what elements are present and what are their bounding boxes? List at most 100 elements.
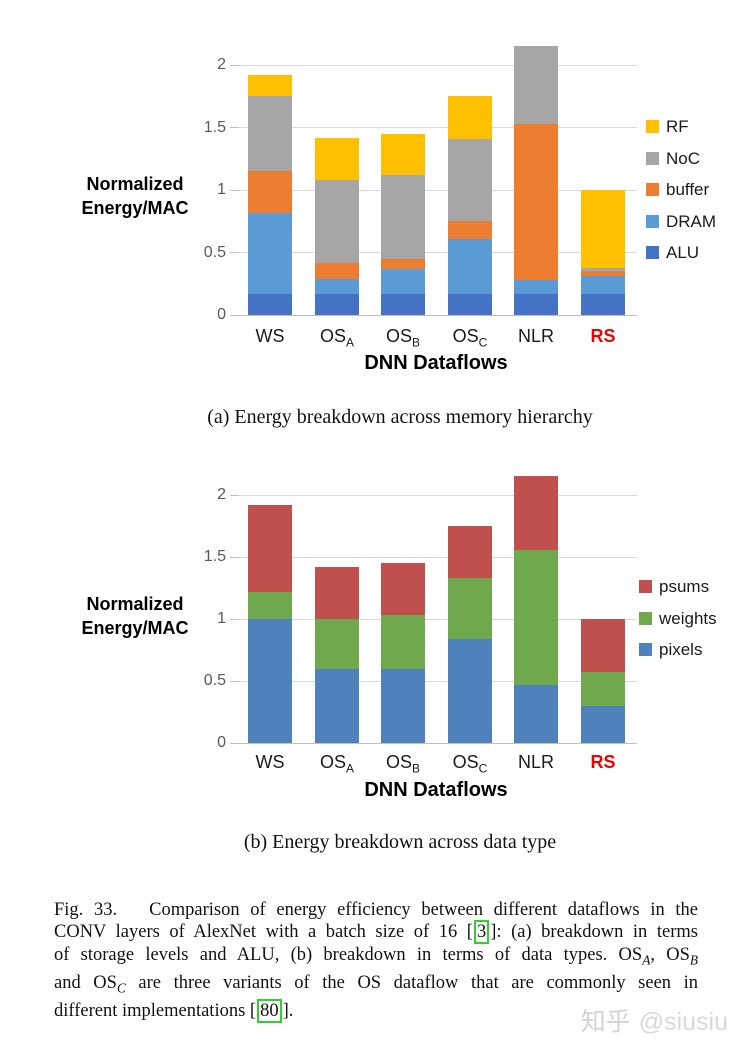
y-axis-title: Normalized Energy/MAC bbox=[81, 594, 189, 638]
y-axis-tick bbox=[230, 64, 238, 66]
x-label-WS: WS bbox=[255, 752, 285, 772]
bar-segment-RS-weights bbox=[581, 672, 625, 706]
x-label-RS: RS bbox=[590, 752, 616, 772]
chart-energy-memory-hierarchy: 0 0.5 1 1.5 2 WS OSA OSB OSC NLR RS DNN Dataflows No… bbox=[0, 0, 750, 400]
bar-segment-NLR-buffer bbox=[514, 123, 558, 280]
y-tick-label: 0 bbox=[217, 734, 226, 751]
legend-item-RF: RF bbox=[646, 117, 750, 136]
bar-segment-OSA-NoC bbox=[315, 180, 359, 263]
bar-segment-OSB-DRAM bbox=[381, 268, 425, 294]
y-axis-title: Normalized Energy/MAC bbox=[81, 174, 189, 218]
gridline-y0 bbox=[238, 314, 637, 316]
bar-segment-WS-psums bbox=[248, 504, 292, 592]
gridline-y0.5 bbox=[238, 252, 637, 253]
legend-item-DRAM: DRAM bbox=[646, 212, 750, 231]
bar-segment-OSC-RF bbox=[448, 96, 492, 139]
y-axis-tick bbox=[230, 556, 238, 558]
bar-segment-OSA-psums bbox=[315, 566, 359, 619]
bar-segment-OSC-ALU bbox=[448, 293, 492, 315]
bar-segment-OSA-RF bbox=[315, 137, 359, 180]
bar-segment-OSC-pixels bbox=[448, 638, 492, 743]
legend-swatch-ALU bbox=[646, 246, 659, 259]
y-axis-tick bbox=[230, 680, 238, 682]
bar-segment-WS-weights bbox=[248, 591, 292, 619]
gridline-y1 bbox=[238, 189, 637, 191]
bar-segment-OSA-DRAM bbox=[315, 278, 359, 294]
bar-segment-NLR-psums bbox=[514, 476, 558, 550]
x-label-NLR: NLR bbox=[517, 326, 554, 346]
legend-item-pixels: pixels bbox=[639, 640, 749, 659]
y-tick-label: 1.5 bbox=[203, 548, 226, 565]
legend-swatch-NoC bbox=[646, 151, 659, 165]
bar-segment-WS-DRAM bbox=[248, 212, 292, 294]
x-label-OSA: OSA bbox=[319, 752, 355, 776]
legend-swatch-weights bbox=[639, 612, 652, 625]
legend-label-NoC: NoC bbox=[666, 148, 701, 168]
legend-item-weights: weights bbox=[639, 609, 749, 628]
bar-segment-OSC-NoC bbox=[448, 138, 492, 222]
caption-line: of storage levels and ALU, (b) breakdown… bbox=[54, 944, 698, 968]
subcaption-b: (b) Energy breakdown across data type bbox=[243, 831, 557, 853]
y-axis-tick bbox=[230, 252, 238, 253]
bar-segment-RS-DRAM bbox=[581, 276, 625, 294]
legend-item-buffer: buffer bbox=[646, 180, 750, 199]
legend-label-ALU: ALU bbox=[666, 243, 700, 262]
x-label-OSB: OSB bbox=[385, 326, 421, 350]
bar-segment-NLR-pixels bbox=[514, 684, 558, 743]
bar-segment-WS-ALU bbox=[248, 293, 292, 315]
bar-segment-OSA-weights bbox=[315, 619, 359, 669]
bar-segment-OSA-ALU bbox=[315, 293, 359, 315]
citation-link-3[interactable]: 3 bbox=[473, 920, 490, 945]
caption-subscript: B bbox=[689, 952, 698, 968]
bar-segment-NLR-weights bbox=[514, 549, 558, 685]
x-axis-title: DNN Dataflows bbox=[364, 352, 508, 374]
watermark: 知乎 @siusiu bbox=[581, 1002, 728, 1038]
bar-segment-RS-NoC bbox=[581, 267, 625, 272]
bar-segment-RS-pixels bbox=[581, 705, 625, 743]
x-label-OSC: OSC bbox=[452, 326, 488, 350]
bar-segment-RS-psums bbox=[581, 619, 625, 673]
gridline-y1.5 bbox=[238, 127, 637, 128]
caption-line: and OSC are three variants of the OS dat… bbox=[54, 972, 698, 996]
y-axis-tick bbox=[230, 314, 238, 316]
legend-label-pixels: pixels bbox=[659, 640, 703, 659]
gridline-y0.5 bbox=[238, 680, 637, 682]
x-label-OSA: OSA bbox=[319, 326, 355, 350]
caption-line: CONV layers of AlexNet with a batch size… bbox=[54, 920, 698, 945]
y-tick-label: 1 bbox=[217, 610, 226, 627]
bar-segment-NLR-DRAM bbox=[514, 280, 558, 294]
caption-line: Fig. 33. Comparison of energy efficiency… bbox=[54, 900, 698, 920]
bar-segment-OSB-weights bbox=[381, 615, 425, 669]
gridline-y2 bbox=[238, 494, 637, 496]
y-axis-tick bbox=[230, 742, 238, 744]
y-axis-tick bbox=[230, 127, 238, 128]
legend-swatch-buffer bbox=[646, 183, 659, 196]
bar-segment-OSA-pixels bbox=[315, 668, 359, 743]
legend-item-ALU: ALU bbox=[646, 243, 750, 262]
y-tick-label: 1 bbox=[217, 181, 226, 198]
bar-segment-RS-buffer bbox=[581, 271, 625, 277]
y-tick-label: 0.5 bbox=[203, 243, 226, 261]
y-tick-label: 0 bbox=[217, 306, 226, 323]
citation-link-80[interactable]: 80 bbox=[257, 999, 282, 1023]
bar-segment-NLR-ALU bbox=[514, 293, 558, 315]
y-axis-tick bbox=[230, 494, 238, 496]
bar-segment-OSB-psums bbox=[381, 563, 425, 616]
caption-subscript: A bbox=[642, 952, 651, 968]
gridline-y1.5 bbox=[238, 556, 637, 558]
bar-segment-OSC-psums bbox=[448, 526, 492, 579]
bar-segment-WS-buffer bbox=[248, 171, 292, 213]
bar-segment-WS-NoC bbox=[248, 96, 292, 172]
bar-segment-RS-ALU bbox=[581, 293, 625, 315]
y-tick-label: 2 bbox=[217, 56, 226, 73]
legend-label-psums: psums bbox=[659, 577, 710, 596]
y-tick-label: 2 bbox=[217, 486, 226, 503]
caption-subscript: C bbox=[116, 980, 126, 996]
legend-label-buffer: buffer bbox=[666, 180, 710, 199]
bar-segment-WS-pixels bbox=[248, 619, 292, 743]
bar-segment-RS-RF bbox=[581, 190, 625, 268]
x-label-OSC: OSC bbox=[452, 752, 488, 776]
legend-label-weights: weights bbox=[659, 609, 717, 628]
legend-item-NoC: NoC bbox=[646, 148, 750, 168]
